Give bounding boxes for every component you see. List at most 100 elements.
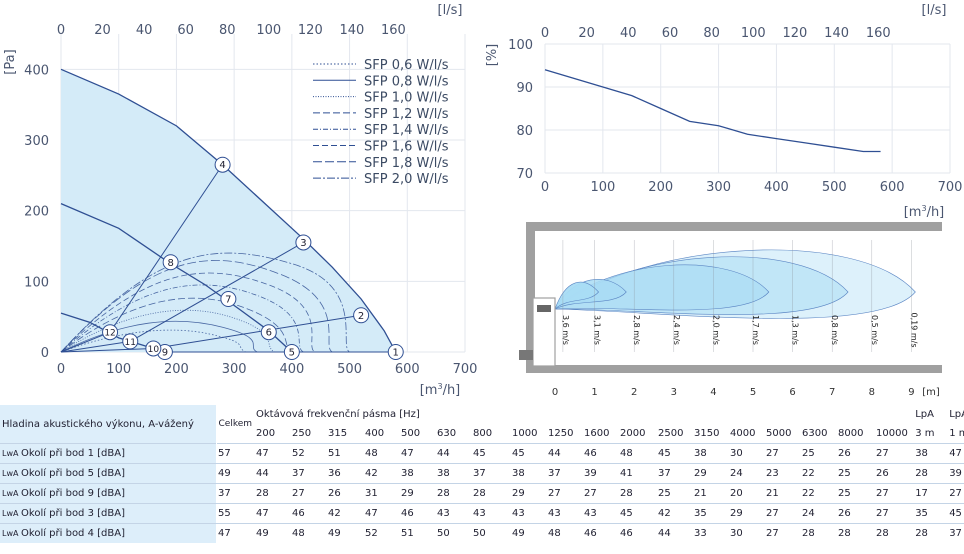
table-cell: 57 xyxy=(216,443,254,464)
noise-table: Hladina akustického výkonu, A-vážený Cel… xyxy=(0,405,964,543)
table-cell: 38 xyxy=(435,463,471,484)
ceiling-wall xyxy=(526,222,942,231)
table-cell: 39 xyxy=(582,463,618,484)
table-cell: 52 xyxy=(290,443,326,464)
legend-entry: SFP 1,8 W/l/s xyxy=(364,156,449,171)
table-cell: 46 xyxy=(290,503,326,524)
table-cell: 21 xyxy=(764,483,800,504)
velocity-label: 3,1 m/s xyxy=(593,315,602,345)
table-cell: 49 xyxy=(254,523,290,543)
table-cell: 43 xyxy=(435,503,471,524)
frequency-header: 5000 xyxy=(766,427,792,439)
top-tick-label: 140 xyxy=(339,23,364,38)
lpa3-header: LpA xyxy=(915,408,934,420)
table-cell: 49 xyxy=(510,523,546,543)
frequency-header: 200 xyxy=(256,427,276,439)
operating-point-marker xyxy=(387,344,404,360)
sfp-curve xyxy=(60,252,350,353)
table-cell: 26 xyxy=(874,463,914,484)
x-tick-label: 100 xyxy=(590,180,615,195)
table-cell: 26 xyxy=(836,443,874,464)
table-cell: 46 xyxy=(399,503,435,524)
x-tick-label: 200 xyxy=(648,180,673,195)
table-cell: 24 xyxy=(800,503,836,524)
table-cell: 28 xyxy=(836,523,874,543)
table-cell: 49 xyxy=(326,523,363,543)
frequency-header: 2500 xyxy=(658,427,684,439)
x-tick-label: 0 xyxy=(541,180,549,195)
y-tick-label: 300 xyxy=(24,134,49,149)
system-line xyxy=(130,242,304,342)
table-cell: 20 xyxy=(728,483,764,504)
row-label-text: Okolí při bod 9 [dBA] xyxy=(21,488,125,499)
table-cell: 47 xyxy=(947,443,964,464)
x-tick-label: 600 xyxy=(880,180,905,195)
operating-point-label: 12 xyxy=(104,329,115,339)
top-tick-label: 60 xyxy=(662,26,679,41)
row-label-prefix: LwA xyxy=(2,469,22,478)
table-cell: 27 xyxy=(764,443,800,464)
table-cell: 36 xyxy=(326,463,363,484)
sfp-curve xyxy=(60,284,304,353)
table-cell: 28 xyxy=(618,483,656,504)
table-cell: 38 xyxy=(399,463,435,484)
table-cell: 47 xyxy=(254,503,290,524)
row-label-prefix: LwA xyxy=(2,529,22,538)
diffuser-grille xyxy=(537,305,551,312)
table-cell: 48 xyxy=(363,443,399,464)
operating-point-marker xyxy=(214,156,231,173)
velocity-label: 3,6 m/s xyxy=(561,315,570,345)
operating-point-label: 6 xyxy=(266,328,272,339)
row-label-prefix: LwA xyxy=(2,489,22,498)
row-label: LwA Okolí při bod 3 [dBA] xyxy=(0,503,216,524)
velocity-label: 1,7 m/s xyxy=(751,315,760,345)
throw-zone xyxy=(554,281,599,310)
system-line xyxy=(60,340,131,353)
frequency-header: 4000 xyxy=(730,427,756,439)
table-cell: 28 xyxy=(471,483,510,504)
table-cell: 22 xyxy=(800,463,836,484)
table-cell: 55 xyxy=(216,503,254,524)
operating-point-label: 5 xyxy=(289,348,295,359)
system-line xyxy=(153,314,362,349)
frequency-header: 1600 xyxy=(584,427,610,439)
frequency-header: 315 xyxy=(328,427,348,439)
table-cell: 48 xyxy=(546,523,582,543)
table-cell: 33 xyxy=(692,523,728,543)
operating-point-label: 1 xyxy=(393,348,399,359)
efficiency-curve xyxy=(544,69,881,153)
top-tick-label: 60 xyxy=(177,23,194,38)
operating-point: 12 xyxy=(102,324,119,341)
table-cell: 42 xyxy=(656,503,692,524)
table-row: LwA Okolí při bod 3 [dBA] 55 47 46 42 47 46 43 4… xyxy=(0,503,964,524)
operating-point: 3 xyxy=(295,234,312,251)
table-cell: 27 xyxy=(874,483,914,504)
operating-point-marker xyxy=(260,324,277,341)
frequency-header: 250 xyxy=(292,427,312,439)
operating-point-marker xyxy=(122,333,139,350)
efficiency-x-axis-label: [m3/h] xyxy=(904,204,945,220)
y-tick-label: 400 xyxy=(24,63,49,78)
y-tick-label: 0 xyxy=(41,346,49,361)
lpa1-header: LpA xyxy=(949,408,964,420)
top-tick-label: 0 xyxy=(57,23,65,38)
operating-point: 11 xyxy=(122,333,139,350)
efficiency-chart: 0 100 200 300 400 500 600 700 70 80 90 100 0 20 40 60 80… xyxy=(485,3,962,220)
table-cell: 22 xyxy=(800,483,836,504)
top-tick-label: 120 xyxy=(298,23,323,38)
table-cell: 26 xyxy=(836,503,874,524)
table-cell: 50 xyxy=(471,523,510,543)
table-cell: 30 xyxy=(728,523,764,543)
table-title: Hladina akustického výkonu, A-vážený xyxy=(0,405,217,444)
table-cell: 24 xyxy=(728,463,764,484)
table-cell: 27 xyxy=(874,503,914,524)
row-label-text: Okolí při bod 4 [dBA] xyxy=(21,528,125,539)
operating-point-label: 2 xyxy=(358,311,364,322)
y-tick-label: 90 xyxy=(516,81,533,96)
octave-header: Oktávová frekvenční pásma [Hz] xyxy=(256,408,420,420)
table-cell: 28 xyxy=(874,523,914,543)
total-header: Celkem xyxy=(218,419,253,429)
